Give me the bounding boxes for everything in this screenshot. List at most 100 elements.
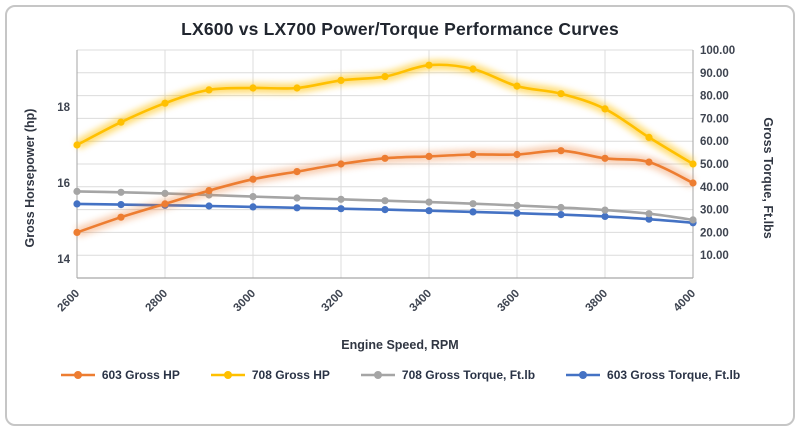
legend-label: 603 Gross Torque, Ft.lb [607,368,741,382]
data-marker-603-gross-torque-ft-lb [293,204,301,212]
data-marker-603-gross-torque-ft-lb [117,201,125,209]
chart-body: Gross Horsepower (hp) 14 16 18 10.00 20.00 30… [19,42,781,338]
x-axis-title: Engine Speed, RPM [341,338,459,352]
left-tick-label: 14 [57,254,70,266]
legend-label: 708 Gross HP [251,368,330,382]
data-marker-708-gross-hp [645,133,653,141]
data-marker-708-gross-torque-ft-lb [73,187,81,195]
right-axis-title: Gross Torque, Ft.lbs [761,117,775,239]
right-tick-label: 30.00 [700,205,729,217]
data-marker-708-gross-hp [293,84,301,92]
data-marker-708-gross-hp [557,90,565,98]
x-tick-label: 3000 [232,288,259,315]
data-marker-708-gross-hp [425,61,433,69]
left-tick-label: 18 [57,102,70,114]
data-marker-603-gross-hp [249,175,257,183]
data-marker-603-gross-hp [513,150,521,159]
data-marker-708-gross-torque-ft-lb [469,200,477,208]
x-tick-label: 2800 [144,288,171,315]
data-marker-708-gross-hp [513,82,521,90]
data-marker-603-gross-torque-ft-lb [425,207,433,215]
data-marker-603-gross-torque-ft-lb [645,215,653,223]
data-marker-708-gross-torque-ft-lb [293,194,301,202]
legend-swatch-708-gross-torque-ft-lb [360,371,395,379]
left-tick-label: 16 [57,178,70,190]
x-tick-label: 3600 [496,288,523,315]
data-marker-708-gross-torque-ft-lb [425,198,433,206]
data-marker-708-gross-hp [469,65,477,73]
data-marker-708-gross-torque-ft-lb [513,201,521,210]
x-tick-label: 4000 [672,288,699,315]
left-axis-title: Gross Horsepower (hp) [23,108,37,248]
data-marker-708-gross-torque-ft-lb [337,195,345,203]
x-tick-label: 3400 [408,288,435,315]
data-marker-603-gross-torque-ft-lb [249,203,257,211]
data-marker-708-gross-torque-ft-lb [557,203,565,212]
data-marker-708-gross-hp [249,84,257,92]
data-marker-708-gross-hp [73,141,81,149]
data-marker-603-gross-torque-ft-lb [73,200,81,208]
data-marker-603-gross-hp [601,154,609,162]
legend: 603 Gross HP 708 Gross HP 708 Gross Torque… [19,368,781,382]
x-tick-label: 3200 [320,288,347,315]
data-marker-603-gross-torque-ft-lb [601,212,609,220]
data-marker-708-gross-hp [205,86,213,94]
data-marker-603-gross-torque-ft-lb [337,205,345,213]
data-marker-708-gross-torque-ft-lb [161,189,169,197]
right-axis-title-wrap: Gross Torque, Ft.lbs [757,42,779,338]
data-marker-603-gross-torque-ft-lb [381,206,389,214]
legend-label: 708 Gross Torque, Ft.lb [401,368,536,382]
left-axis-title-wrap: Gross Horsepower (hp) [19,42,41,338]
legend-swatch-708-gross-hp [210,371,245,379]
data-marker-708-gross-torque-ft-lb [601,206,609,214]
data-marker-708-gross-torque-ft-lb [689,216,697,224]
data-marker-708-gross-torque-ft-lb [381,197,389,205]
right-tick-label: 20.00 [700,227,729,239]
data-marker-708-gross-torque-ft-lb [645,210,653,218]
data-marker-603-gross-torque-ft-lb [469,208,477,216]
data-marker-603-gross-torque-ft-lb [513,209,521,217]
chart-title: LX600 vs LX700 Power/Torque Performance … [181,19,619,39]
legend-item-708-gross-torque-ft-lb: 708 Gross Torque, Ft.lb [360,368,535,382]
legend-label: 603 Gross HP [101,368,180,382]
right-tick-label: 80.00 [700,91,729,103]
x-tick-label: 3800 [584,288,611,315]
data-marker-603-gross-hp [645,158,653,166]
data-marker-603-gross-hp [73,228,81,236]
right-tick-label: 40.00 [700,182,729,194]
right-tick-label: 50.00 [700,159,729,171]
legend-item-603-gross-torque-ft-lb: 603 Gross Torque, Ft.lb [565,368,740,382]
data-marker-708-gross-hp [601,105,609,113]
data-marker-603-gross-torque-ft-lb [557,211,565,219]
data-marker-603-gross-hp [337,160,345,168]
data-marker-603-gross-hp [205,187,213,195]
legend-item-708-gross-hp: 708 Gross HP [210,368,330,382]
data-marker-603-gross-hp [425,152,433,160]
data-marker-708-gross-hp [381,73,389,81]
data-marker-708-gross-hp [117,118,125,126]
legend-item-603-gross-hp: 603 Gross HP [60,368,180,382]
right-tick-label: 70.00 [700,113,729,125]
chart-card: LX600 vs LX700 Power/Torque Performance … [5,5,795,426]
data-marker-603-gross-hp [161,200,169,208]
data-marker-603-gross-hp [293,168,301,176]
data-marker-603-gross-hp [689,179,697,187]
chart-plot: 14 16 18 10.00 20.00 30.00 40.00 50.00 60.00 70.0… [56,45,736,315]
data-marker-603-gross-hp [381,154,389,162]
right-tick-label: 60.00 [700,136,729,148]
series-glow-603-gross-hp [75,145,696,238]
data-marker-708-gross-hp [337,76,345,84]
legend-swatch-603-gross-hp [60,371,95,379]
data-marker-708-gross-hp [689,160,697,168]
right-tick-label: 90.00 [700,68,729,80]
x-tick-label: 2600 [56,288,83,315]
right-tick-label: 100.00 [700,45,735,57]
data-marker-708-gross-torque-ft-lb [117,188,125,196]
legend-swatch-603-gross-torque-ft-lb [566,371,601,379]
data-marker-603-gross-hp [557,147,565,155]
right-tick-label: 10.00 [700,250,729,262]
data-marker-708-gross-torque-ft-lb [249,193,257,201]
data-marker-603-gross-torque-ft-lb [205,202,213,210]
data-marker-708-gross-hp [161,99,169,107]
data-marker-603-gross-hp [469,150,477,159]
